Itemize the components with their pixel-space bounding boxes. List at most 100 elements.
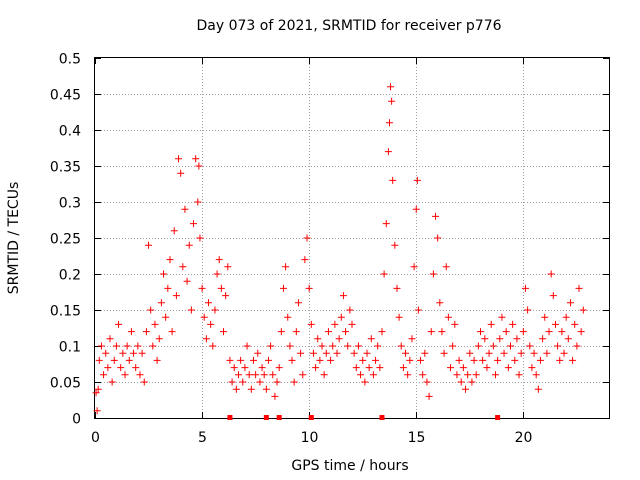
data-point (160, 270, 168, 278)
data-point (329, 342, 337, 350)
data-point (410, 263, 418, 271)
data-point (372, 356, 380, 364)
data-point (498, 313, 506, 321)
data-point (425, 392, 433, 400)
y-tick-label: 0.05 (50, 376, 81, 392)
data-point (108, 378, 116, 386)
data-point (172, 292, 180, 300)
bottom-marker (379, 415, 385, 420)
data-point (213, 270, 221, 278)
data-point (551, 320, 559, 328)
data-point (500, 349, 508, 357)
data-point (429, 270, 437, 278)
data-point (252, 371, 260, 379)
data-point (177, 169, 185, 177)
data-point (447, 364, 455, 372)
data-point (494, 356, 502, 364)
data-point (230, 364, 238, 372)
data-point (524, 306, 532, 314)
x-tick-label: 0 (91, 430, 100, 446)
data-point (337, 313, 345, 321)
data-point (140, 378, 148, 386)
data-point (333, 349, 341, 357)
data-point (102, 349, 110, 357)
data-point (318, 342, 326, 350)
data-point (462, 385, 470, 393)
data-point (185, 241, 193, 249)
data-point (543, 349, 551, 357)
data-point (515, 371, 523, 379)
data-point (369, 371, 377, 379)
data-point (502, 328, 510, 336)
bottom-marker (308, 415, 314, 420)
y-tick-label: 0 (72, 412, 81, 428)
data-point (380, 270, 388, 278)
data-point (414, 306, 422, 314)
data-point (324, 328, 332, 336)
data-point (509, 320, 517, 328)
data-point (541, 313, 549, 321)
data-point (359, 356, 367, 364)
data-point (521, 284, 529, 292)
data-point (367, 335, 375, 343)
data-point (202, 335, 210, 343)
data-point (132, 364, 140, 372)
data-point (245, 371, 253, 379)
data-point (363, 349, 371, 357)
data-point (344, 342, 352, 350)
data-point (117, 364, 125, 372)
bottom-markers (227, 415, 501, 420)
data-point (92, 389, 100, 397)
data-point (290, 378, 298, 386)
data-point (284, 313, 292, 321)
x-tick-labels: 0 5 10 15 20 (91, 430, 532, 446)
data-point (258, 364, 266, 372)
y-tick-labels: 0 0.05 0.1 0.15 0.2 0.25 0.3 0.35 0.4 0.45 0.5 (50, 52, 81, 428)
data-point (388, 97, 396, 105)
data-point (436, 299, 444, 307)
data-point (423, 378, 431, 386)
data-point (579, 306, 587, 314)
y-tick-label: 0.1 (59, 340, 81, 356)
data-point (466, 349, 474, 357)
data-point (444, 313, 452, 321)
data-point (464, 371, 472, 379)
data-point (303, 234, 311, 242)
y-tick-label: 0.25 (50, 232, 81, 248)
data-point (481, 335, 489, 343)
data-point (575, 284, 583, 292)
data-point (457, 378, 465, 386)
data-point (539, 335, 547, 343)
data-point (496, 335, 504, 343)
data-point (301, 256, 309, 264)
data-point (350, 349, 358, 357)
data-point (485, 349, 493, 357)
y-tick-label: 0.15 (50, 304, 81, 320)
data-point (449, 342, 457, 350)
data-point (376, 364, 384, 372)
data-point (335, 335, 343, 343)
data-point (275, 364, 283, 372)
data-point (365, 364, 373, 372)
data-point (352, 364, 360, 372)
data-point (412, 205, 420, 213)
data-point (374, 342, 382, 350)
data-point (312, 364, 320, 372)
x-tick-label: 20 (515, 430, 533, 446)
data-point (243, 342, 251, 350)
data-point (294, 299, 302, 307)
data-point (477, 328, 484, 336)
data-point (106, 335, 114, 343)
data-point (95, 356, 103, 364)
data-point (314, 335, 322, 343)
data-point (273, 378, 281, 386)
y-tick-label: 0.2 (59, 268, 81, 284)
data-point (97, 342, 105, 350)
data-point (142, 328, 150, 336)
data-point (453, 371, 461, 379)
data-point (479, 356, 487, 364)
data-point (237, 356, 245, 364)
data-point (269, 371, 277, 379)
data-point (217, 284, 225, 292)
data-point (562, 313, 570, 321)
